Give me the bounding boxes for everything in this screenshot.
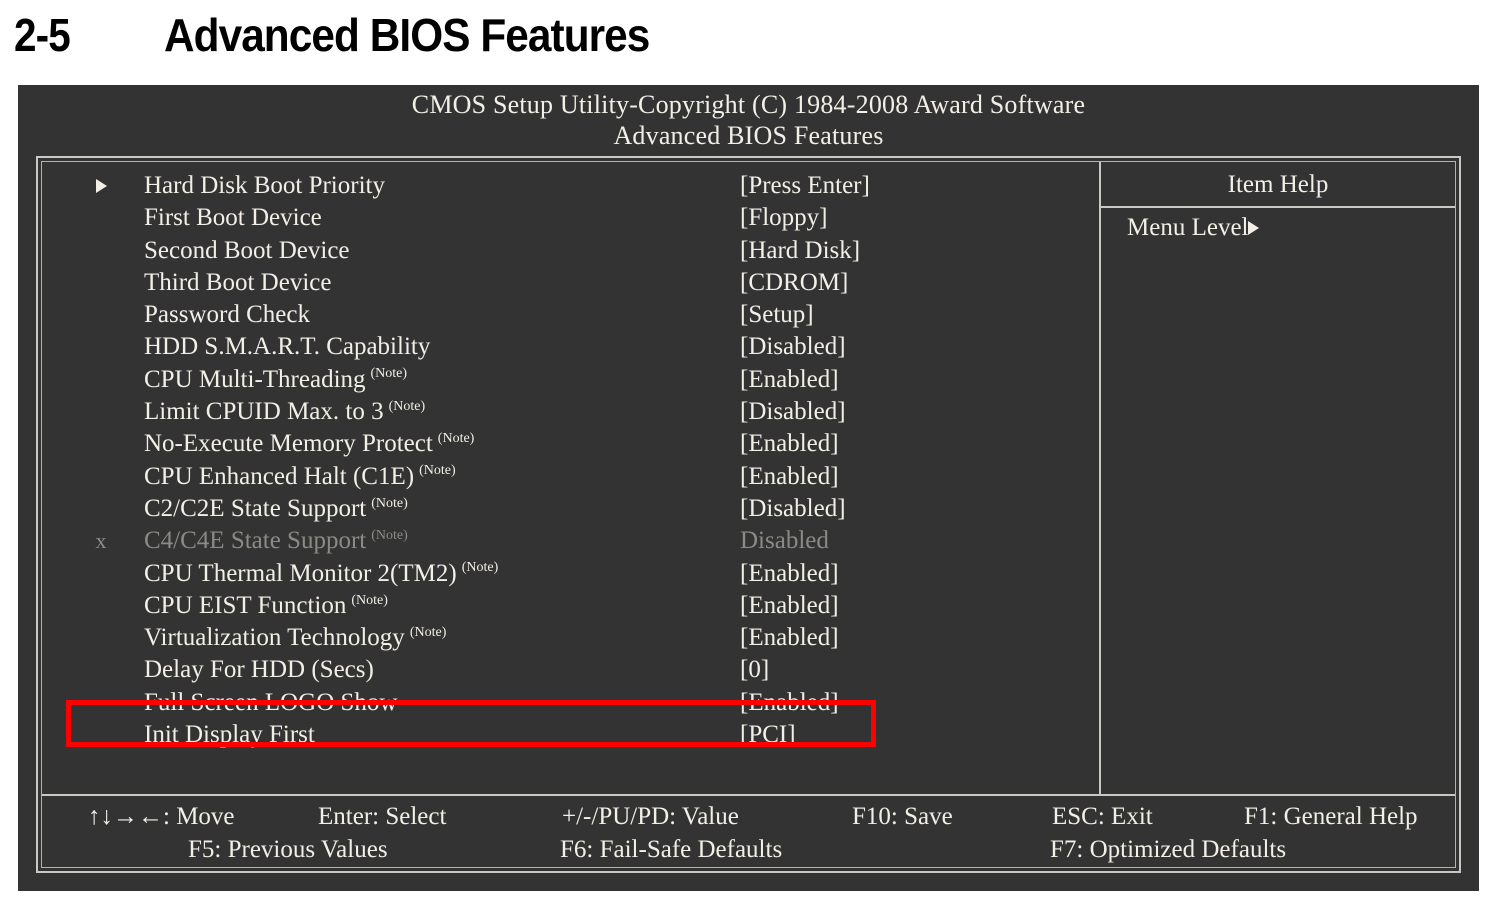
setting-row[interactable]: Second Boot Device [Hard Disk] xyxy=(42,235,1099,267)
setting-value[interactable]: [Enabled] xyxy=(740,365,839,393)
setting-row[interactable]: Hard Disk Boot Priority [Press Enter] xyxy=(42,170,1099,202)
setting-row[interactable]: Password Check [Setup] xyxy=(42,299,1099,331)
footer-key-hint: F1: General Help xyxy=(1244,803,1418,830)
setting-value[interactable]: [Disabled] xyxy=(740,494,846,522)
setting-label: Virtualization Technology (Note) xyxy=(144,624,447,652)
setting-value[interactable]: [PCI] xyxy=(740,721,796,749)
setting-label: CPU EIST Function (Note) xyxy=(144,591,388,619)
submenu-arrow-icon xyxy=(88,170,114,202)
setting-value[interactable]: [CDROM] xyxy=(740,268,849,296)
setting-value[interactable]: [Setup] xyxy=(740,301,814,329)
bios-setup-window: CMOS Setup Utility-Copyright (C) 1984-20… xyxy=(18,85,1479,891)
setting-label: Hard Disk Boot Priority xyxy=(144,172,385,199)
footer-row-2: F5: Previous Values F6: Fail-Safe Default… xyxy=(42,834,1455,866)
page-title: 2-5 Advanced BIOS Features xyxy=(14,2,1014,68)
bios-content-frame: Hard Disk Boot Priority [Press Enter] Firs… xyxy=(36,156,1461,873)
bios-screen-name: Advanced BIOS Features xyxy=(613,121,884,150)
panel-divider xyxy=(1099,162,1101,796)
footer-key-hint: F6: Fail-Safe Defaults xyxy=(560,836,783,863)
submenu-arrow-icon xyxy=(95,179,107,194)
setting-row[interactable]: First Boot Device [Floppy] xyxy=(42,202,1099,234)
bios-copyright-line: CMOS Setup Utility-Copyright (C) 1984-20… xyxy=(411,90,1086,119)
setting-label: Second Boot Device xyxy=(144,236,350,264)
setting-row[interactable]: HDD S.M.A.R.T. Capability [Disabled] xyxy=(42,331,1099,363)
footer-key-hint: F5: Previous Values xyxy=(188,836,388,863)
setting-row[interactable]: No-Execute Memory Protect (Note) [Enabled] xyxy=(42,428,1099,460)
menu-level-label: Menu Level xyxy=(1127,214,1249,241)
item-help-separator xyxy=(1101,206,1455,208)
setting-value[interactable]: [Enabled] xyxy=(740,559,839,587)
setting-row[interactable]: Full Screen LOGO Show [Enabled] xyxy=(42,687,1099,719)
footer-key-hint: F7: Optimized Defaults xyxy=(1050,836,1287,863)
setting-row[interactable]: Delay For HDD (Secs) [0] xyxy=(42,654,1099,686)
menu-level-row: Menu Level xyxy=(1127,212,1260,244)
item-help-title: Item Help xyxy=(1227,171,1329,198)
setting-row[interactable]: CPU Enhanced Halt (C1E) (Note) [Enabled] xyxy=(42,461,1099,493)
section-number: 2-5 xyxy=(14,9,71,61)
bios-body: Hard Disk Boot Priority [Press Enter] Firs… xyxy=(42,162,1455,796)
footer-key-hint: ESC: Exit xyxy=(1052,803,1153,830)
setting-label: C4/C4E State Support (Note) xyxy=(144,527,408,555)
bios-title-block: CMOS Setup Utility-Copyright (C) 1984-20… xyxy=(18,89,1479,151)
item-help-panel: Item Help Menu Level xyxy=(1101,162,1455,796)
setting-value[interactable]: [Press Enter] xyxy=(740,172,870,199)
footer-key-hint: F10: Save xyxy=(852,803,953,830)
setting-value[interactable]: [0] xyxy=(740,656,770,684)
setting-label: Third Boot Device xyxy=(144,268,332,296)
footer-key-hint: +/-/PU/PD: Value xyxy=(562,803,739,830)
note-superscript: (Note) xyxy=(371,527,408,543)
menu-level-arrow-icon xyxy=(1248,220,1260,235)
setting-row[interactable]: Init Display First [PCI] xyxy=(42,719,1099,751)
setting-row[interactable]: CPU EIST Function (Note) [Enabled] xyxy=(42,590,1099,622)
setting-label: No-Execute Memory Protect (Note) xyxy=(144,430,475,458)
setting-row[interactable]: Limit CPUID Max. to 3 (Note) [Disabled] xyxy=(42,396,1099,428)
setting-value[interactable]: [Enabled] xyxy=(740,688,839,716)
footer-row-1: ↑↓→←: Move Enter: Select +/-/PU/PD: Value F… xyxy=(42,801,1455,833)
setting-label: CPU Enhanced Halt (C1E) (Note) xyxy=(144,462,456,490)
setting-label: CPU Multi-Threading (Note) xyxy=(144,365,408,393)
setting-value[interactable]: [Enabled] xyxy=(740,624,839,652)
setting-value[interactable]: [Enabled] xyxy=(740,591,839,619)
note-superscript: (Note) xyxy=(419,463,456,479)
setting-value[interactable]: [Disabled] xyxy=(740,398,846,426)
setting-label: Limit CPUID Max. to 3 (Note) xyxy=(144,398,426,426)
setting-value[interactable]: Disabled xyxy=(740,527,829,555)
setting-row[interactable]: x C4/C4E State Support (Note) Disabled xyxy=(42,525,1099,557)
note-superscript: (Note) xyxy=(409,624,447,640)
setting-row[interactable]: CPU Multi-Threading (Note) [Enabled] xyxy=(42,364,1099,396)
bios-footer: ↑↓→←: Move Enter: Select +/-/PU/PD: Value F… xyxy=(42,794,1455,867)
footer-key-hint: ↑↓→←: Move xyxy=(88,803,235,830)
row-marker: x xyxy=(95,528,107,554)
note-superscript: (Note) xyxy=(388,398,426,414)
setting-label: C2/C2E State Support (Note) xyxy=(144,494,408,522)
setting-row[interactable]: C2/C2E State Support (Note) [Disabled] xyxy=(42,493,1099,525)
setting-value[interactable]: [Enabled] xyxy=(740,462,839,490)
setting-label: HDD S.M.A.R.T. Capability xyxy=(144,333,431,361)
setting-label: Password Check xyxy=(144,301,310,329)
footer-key-hint: Enter: Select xyxy=(318,803,447,830)
setting-label: Init Display First xyxy=(144,721,315,749)
note-superscript: (Note) xyxy=(437,431,475,447)
setting-value[interactable]: [Enabled] xyxy=(740,430,839,458)
setting-value[interactable]: [Disabled] xyxy=(740,333,846,361)
note-superscript: (Note) xyxy=(461,560,499,576)
setting-row[interactable]: CPU Thermal Monitor 2(TM2) (Note) [Enabled… xyxy=(42,558,1099,590)
bios-content-frame-inner: Hard Disk Boot Priority [Press Enter] Firs… xyxy=(41,161,1456,868)
note-superscript: (Note) xyxy=(371,495,408,511)
section-title: Advanced BIOS Features xyxy=(164,9,650,61)
setting-label: Delay For HDD (Secs) xyxy=(144,656,374,684)
setting-value[interactable]: [Floppy] xyxy=(740,204,828,232)
setting-row[interactable]: Third Boot Device [CDROM] xyxy=(42,267,1099,299)
setting-label: Full Screen LOGO Show xyxy=(144,688,398,716)
setting-row[interactable]: Virtualization Technology (Note) [Enabled] xyxy=(42,622,1099,654)
note-superscript: (Note) xyxy=(370,366,408,382)
setting-value[interactable]: [Hard Disk] xyxy=(740,236,861,264)
setting-label: CPU Thermal Monitor 2(TM2) (Note) xyxy=(144,559,499,587)
setting-label: First Boot Device xyxy=(144,204,322,232)
settings-list: Hard Disk Boot Priority [Press Enter] Firs… xyxy=(42,170,1099,751)
note-superscript: (Note) xyxy=(351,592,388,608)
